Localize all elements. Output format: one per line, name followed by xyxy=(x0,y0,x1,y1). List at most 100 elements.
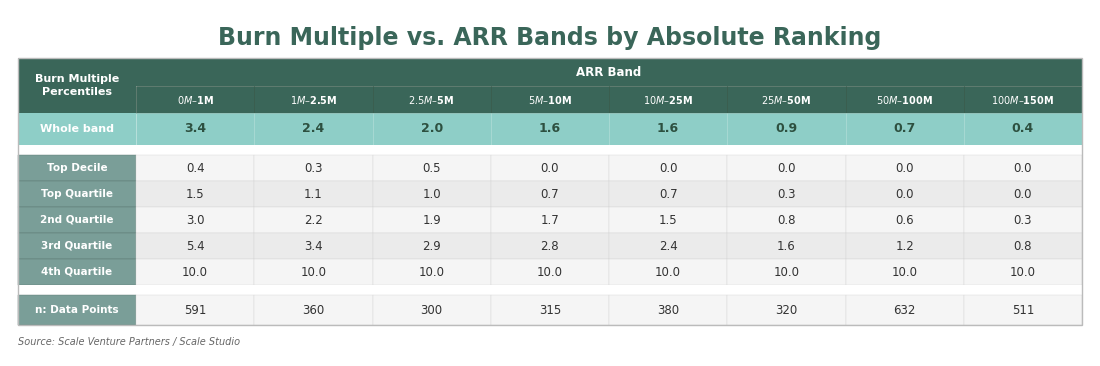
Text: 0.8: 0.8 xyxy=(777,213,795,227)
Text: $2.5M – $5M: $2.5M – $5M xyxy=(408,93,454,105)
Bar xyxy=(136,233,254,259)
Bar xyxy=(18,58,1082,325)
Text: 0.8: 0.8 xyxy=(1013,239,1032,253)
Text: 360: 360 xyxy=(302,303,324,317)
Text: 0.0: 0.0 xyxy=(895,161,914,175)
Text: 10.0: 10.0 xyxy=(419,265,444,279)
Text: $50M – $100M: $50M – $100M xyxy=(877,93,933,105)
Bar xyxy=(491,86,609,113)
Bar xyxy=(373,233,491,259)
Bar xyxy=(964,86,1082,113)
Bar xyxy=(254,181,373,207)
Bar xyxy=(373,155,491,181)
Text: 632: 632 xyxy=(893,303,916,317)
Bar xyxy=(136,155,254,181)
Bar xyxy=(609,181,727,207)
Bar xyxy=(964,259,1082,285)
Text: Burn Multiple
Percentiles: Burn Multiple Percentiles xyxy=(35,74,119,97)
Text: $5M – $10M: $5M – $10M xyxy=(528,93,572,105)
Text: 2.9: 2.9 xyxy=(422,239,441,253)
Bar xyxy=(846,233,964,259)
Text: 0.0: 0.0 xyxy=(540,161,559,175)
Bar xyxy=(846,295,964,325)
Bar xyxy=(136,259,254,285)
Bar xyxy=(609,233,727,259)
Text: 1.1: 1.1 xyxy=(304,187,322,201)
Bar xyxy=(136,295,254,325)
Text: 3rd Quartile: 3rd Quartile xyxy=(42,241,112,251)
Text: 3.0: 3.0 xyxy=(186,213,205,227)
Bar xyxy=(609,113,727,145)
Text: 0.7: 0.7 xyxy=(540,187,559,201)
Bar xyxy=(18,145,1082,155)
Bar xyxy=(373,295,491,325)
Bar xyxy=(727,207,846,233)
Text: 0.0: 0.0 xyxy=(777,161,795,175)
Text: 591: 591 xyxy=(184,303,207,317)
Bar xyxy=(964,207,1082,233)
Text: 10.0: 10.0 xyxy=(537,265,563,279)
Bar xyxy=(491,233,609,259)
Text: 1.6: 1.6 xyxy=(539,123,561,135)
Text: Whole band: Whole band xyxy=(40,124,114,134)
Text: 10.0: 10.0 xyxy=(1010,265,1036,279)
Text: 1.6: 1.6 xyxy=(777,239,795,253)
Bar xyxy=(491,259,609,285)
Bar xyxy=(964,233,1082,259)
Bar xyxy=(609,155,727,181)
Text: 0.6: 0.6 xyxy=(895,213,914,227)
Text: 0.7: 0.7 xyxy=(659,187,678,201)
Text: 10.0: 10.0 xyxy=(892,265,917,279)
Bar xyxy=(18,181,136,207)
Bar xyxy=(846,155,964,181)
Bar xyxy=(136,86,254,113)
Text: 0.0: 0.0 xyxy=(1013,187,1032,201)
Text: 1.5: 1.5 xyxy=(186,187,205,201)
Bar xyxy=(846,86,964,113)
Text: $1M – $2.5M: $1M – $2.5M xyxy=(289,93,337,105)
Bar xyxy=(373,207,491,233)
Bar xyxy=(491,113,609,145)
Bar xyxy=(18,207,136,233)
Text: 2.2: 2.2 xyxy=(304,213,322,227)
Bar xyxy=(727,233,846,259)
Bar xyxy=(18,155,136,181)
Text: 511: 511 xyxy=(1012,303,1034,317)
Bar xyxy=(136,113,254,145)
Text: 380: 380 xyxy=(657,303,679,317)
Bar xyxy=(373,181,491,207)
Text: 0.3: 0.3 xyxy=(1013,213,1032,227)
Bar xyxy=(727,259,846,285)
Bar xyxy=(254,233,373,259)
Bar xyxy=(18,233,136,259)
Text: 1.5: 1.5 xyxy=(659,213,678,227)
Text: 0.0: 0.0 xyxy=(1013,161,1032,175)
Bar xyxy=(491,155,609,181)
Bar xyxy=(254,259,373,285)
Text: 2.4: 2.4 xyxy=(659,239,678,253)
Bar xyxy=(491,181,609,207)
Text: Source: Scale Venture Partners / Scale Studio: Source: Scale Venture Partners / Scale S… xyxy=(18,337,240,347)
Bar xyxy=(727,295,846,325)
Text: 0.3: 0.3 xyxy=(777,187,795,201)
Text: 0.4: 0.4 xyxy=(1012,123,1034,135)
Bar xyxy=(964,113,1082,145)
Bar xyxy=(491,207,609,233)
Bar xyxy=(727,113,846,145)
Bar xyxy=(254,295,373,325)
Text: 3.4: 3.4 xyxy=(184,123,206,135)
Bar xyxy=(373,113,491,145)
Text: 0.7: 0.7 xyxy=(893,123,915,135)
Bar xyxy=(254,155,373,181)
Bar xyxy=(964,295,1082,325)
Bar xyxy=(846,259,964,285)
Text: 2.4: 2.4 xyxy=(302,123,324,135)
Text: 0.0: 0.0 xyxy=(895,187,914,201)
Bar xyxy=(491,295,609,325)
Text: $10M – $25M: $10M – $25M xyxy=(644,93,693,105)
Bar xyxy=(609,259,727,285)
Text: 315: 315 xyxy=(539,303,561,317)
Text: $0M – $1M: $0M – $1M xyxy=(177,93,213,105)
Bar xyxy=(136,58,1082,86)
Text: 10.0: 10.0 xyxy=(773,265,800,279)
